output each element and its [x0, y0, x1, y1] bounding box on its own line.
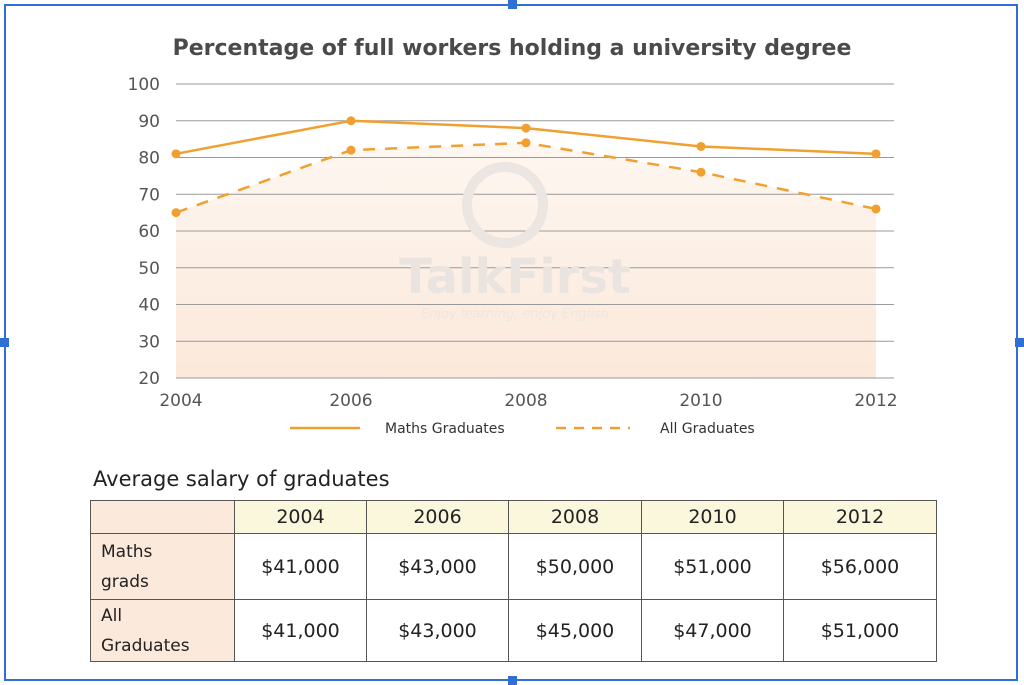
- table-header-cell: 2010: [641, 500, 784, 534]
- x-tick-label: 2008: [504, 391, 547, 411]
- row-label-line: grads: [101, 571, 149, 592]
- data-point: [871, 149, 881, 159]
- data-point: [521, 123, 531, 133]
- table-title: Average salary of graduates: [93, 467, 390, 491]
- y-tick-label: 60: [138, 222, 160, 242]
- x-tick-label: 2010: [679, 391, 722, 411]
- table-row: Maths grads $41,000 $43,000 $50,000 $51,…: [90, 533, 937, 600]
- line-chart: Percentage of full workers holding a uni…: [128, 36, 898, 437]
- y-tick-label: 20: [138, 369, 160, 389]
- legend-label-all: All Graduates: [660, 421, 755, 437]
- table-cell: $43,000: [366, 533, 509, 600]
- y-tick-label: 40: [138, 296, 160, 316]
- watermark-icon: [462, 162, 548, 248]
- table-header-cell: 2008: [508, 500, 642, 534]
- salary-table: 2004 2006 2008 2010 2012 Maths grads $41…: [90, 500, 937, 662]
- table-cell: $50,000: [508, 533, 642, 600]
- data-point: [696, 141, 706, 151]
- table-cell: $41,000: [234, 533, 367, 600]
- data-point: [171, 149, 181, 159]
- y-tick-label: 100: [128, 75, 160, 95]
- row-label-line: Maths: [101, 541, 153, 562]
- watermark-logo: TalkFirst: [399, 249, 631, 305]
- table-header-cell: 2004: [234, 500, 367, 534]
- table-cell: $47,000: [641, 599, 784, 662]
- table-cell: $43,000: [366, 599, 509, 662]
- y-tick-label: 30: [138, 332, 160, 352]
- legend-label-maths: Maths Graduates: [385, 421, 505, 437]
- y-tick-label: 80: [138, 149, 160, 169]
- resize-handle-bottom[interactable]: [508, 676, 517, 685]
- row-label-all: All Graduates: [90, 599, 235, 662]
- table-cell: $51,000: [783, 599, 937, 662]
- data-point: [521, 138, 531, 148]
- resize-handle-left[interactable]: [0, 338, 9, 347]
- x-tick-label: 2006: [329, 391, 372, 411]
- resize-handle-top[interactable]: [508, 0, 517, 9]
- table-cell: $56,000: [783, 533, 937, 600]
- table-row: All Graduates $41,000 $43,000 $45,000 $4…: [90, 599, 937, 662]
- x-tick-label: 2012: [854, 391, 897, 411]
- table-cell: $45,000: [508, 599, 642, 662]
- table-cell: $41,000: [234, 599, 367, 662]
- watermark-tagline: Enjoy learning, enjoy English: [421, 307, 609, 322]
- chart-title: Percentage of full workers holding a uni…: [173, 36, 852, 61]
- y-axis-ticks: 100 90 80 70 60 50 40 30 20: [128, 75, 160, 389]
- data-point: [346, 145, 356, 155]
- table-cell: $51,000: [641, 533, 784, 600]
- table-corner-cell: [90, 500, 235, 534]
- y-tick-label: 70: [138, 185, 160, 205]
- data-point: [871, 204, 881, 214]
- row-label-line: All: [101, 605, 123, 626]
- row-label-line: Graduates: [101, 635, 190, 656]
- watermark: TalkFirst Enjoy learning, enjoy English: [399, 162, 631, 322]
- data-point: [171, 208, 181, 218]
- chart-series: [171, 116, 881, 218]
- x-tick-label: 2004: [159, 391, 202, 411]
- y-tick-label: 90: [138, 112, 160, 132]
- resize-handle-right[interactable]: [1015, 338, 1024, 347]
- legend: Maths Graduates All Graduates: [290, 421, 755, 437]
- table-header-cell: 2012: [783, 500, 937, 534]
- y-tick-label: 50: [138, 259, 160, 279]
- table-header-row: 2004 2006 2008 2010 2012: [90, 500, 937, 534]
- table-header-cell: 2006: [366, 500, 509, 534]
- row-label-maths: Maths grads: [90, 533, 235, 600]
- x-axis-ticks: 2004 2006 2008 2010 2012: [159, 391, 897, 411]
- data-point: [696, 167, 706, 177]
- data-point: [346, 116, 356, 126]
- chart-area-fill: [176, 142, 876, 378]
